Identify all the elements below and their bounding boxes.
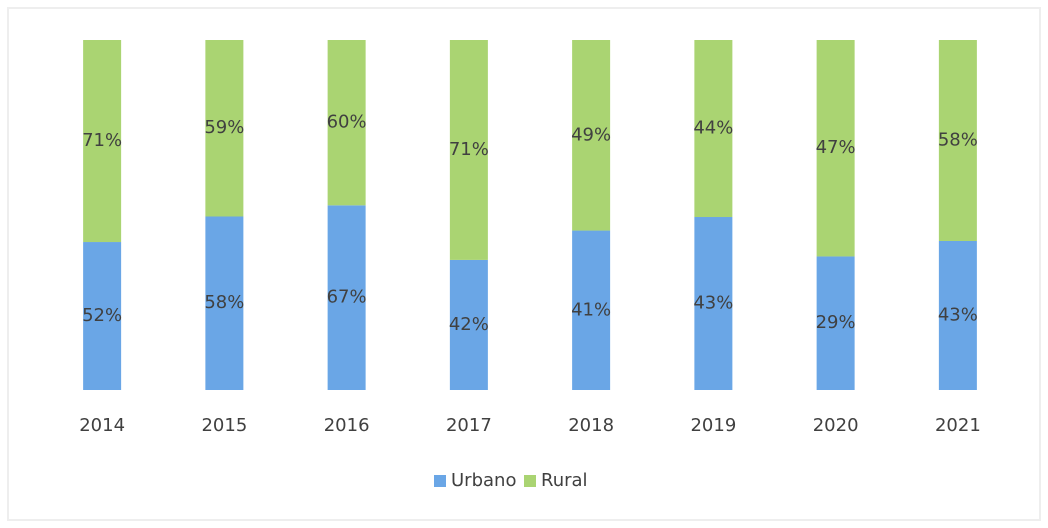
data-label: 58% <box>204 292 244 313</box>
data-label: 43% <box>938 304 978 325</box>
bar-segment <box>816 256 855 390</box>
x-tick-label: 2019 <box>690 415 736 436</box>
bar-segment <box>572 40 611 231</box>
legend-swatch <box>524 475 536 487</box>
legend-label: Urbano <box>451 470 516 491</box>
data-label: 47% <box>816 137 856 158</box>
bar-segment <box>83 242 122 390</box>
x-tick-label: 2021 <box>935 415 981 436</box>
x-tick-label: 2016 <box>324 415 370 436</box>
legend-swatch <box>434 475 446 487</box>
data-label: 52% <box>82 305 122 326</box>
x-tick-label: 2020 <box>813 415 859 436</box>
bar-segment <box>694 217 733 390</box>
data-label: 71% <box>82 130 122 151</box>
data-label: 59% <box>204 117 244 138</box>
bar-segment <box>694 40 733 218</box>
bar-segment <box>327 40 366 206</box>
data-label: 29% <box>816 312 856 333</box>
data-label: 43% <box>693 293 733 314</box>
x-tick-label: 2017 <box>446 415 492 436</box>
bar-segment <box>938 40 977 241</box>
data-label: 49% <box>571 124 611 145</box>
bar-segment <box>449 40 488 260</box>
bar-segment <box>205 40 244 217</box>
x-tick-label: 2015 <box>201 415 247 436</box>
bar-segment <box>205 216 244 390</box>
bar-segment <box>449 259 488 390</box>
data-label: 58% <box>938 129 978 150</box>
data-label: 67% <box>327 287 367 308</box>
x-tick-label: 2018 <box>568 415 614 436</box>
data-label: 41% <box>571 299 611 320</box>
bar-segment <box>327 205 366 390</box>
data-label: 44% <box>693 118 733 139</box>
bar-segment <box>816 40 855 257</box>
bar-segment <box>938 240 977 390</box>
bar-segment <box>83 40 122 243</box>
data-label: 71% <box>449 139 489 160</box>
bar-segment <box>572 230 611 390</box>
data-label: 42% <box>449 314 489 335</box>
data-label: 60% <box>327 112 367 133</box>
chart-frame <box>7 7 1041 521</box>
x-tick-label: 2014 <box>79 415 125 436</box>
legend-label: Rural <box>541 470 588 491</box>
